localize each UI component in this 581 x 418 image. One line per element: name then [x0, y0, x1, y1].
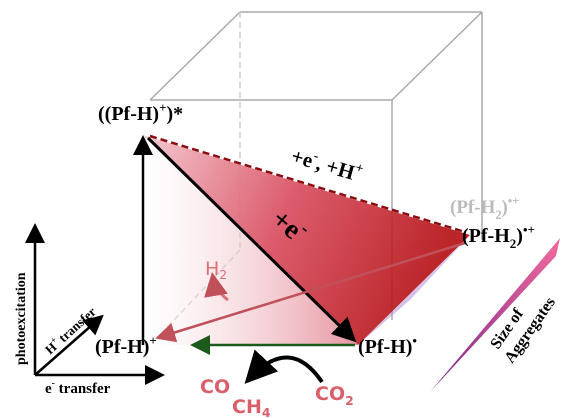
t: +: [48, 334, 58, 345]
t: •+: [508, 194, 519, 208]
h2-arrow: [204, 272, 229, 302]
t: e: [45, 381, 52, 397]
aggregate-wedge: [430, 238, 560, 392]
purple-shade: [358, 235, 470, 345]
t: -: [312, 148, 321, 164]
t: •+: [523, 222, 535, 237]
t: +: [149, 333, 156, 348]
t: 2: [510, 236, 517, 251]
axes: [25, 223, 165, 385]
t: ): [502, 197, 508, 218]
t: (Pf-H: [450, 197, 496, 218]
label-e-h: +e-, +H+: [289, 142, 366, 187]
t: )*: [167, 103, 184, 125]
node-hydride-gray: (Pf-H2)•+: [450, 194, 519, 222]
product-co: CO: [200, 376, 230, 398]
label-h2: H2: [205, 258, 227, 282]
node-cation: (Pf-H)+: [95, 333, 157, 358]
t: transfer: [55, 381, 111, 397]
co2-arrow: [244, 349, 324, 384]
t: ((Pf-H): [98, 103, 159, 125]
t: (Pf-H): [358, 336, 412, 358]
t: CH: [232, 396, 262, 418]
product-co2: CO2: [315, 383, 354, 408]
t: +: [354, 160, 366, 177]
t: H: [205, 258, 219, 280]
t: CO: [315, 383, 345, 405]
node-hydride: (Pf-H2)•+: [462, 222, 535, 251]
t: (Pf-H: [462, 225, 510, 247]
t: , +H: [313, 151, 357, 185]
t: +: [159, 100, 166, 115]
axis-diagonal: H+ transfer: [41, 302, 99, 357]
product-ch4: CH4: [232, 396, 271, 418]
axis-horizontal: e- transfer: [45, 378, 111, 397]
t: 2: [219, 268, 227, 282]
node-excited: ((Pf-H)+)*: [98, 100, 183, 125]
t: 4: [262, 406, 271, 418]
node-radical: (Pf-H)•: [358, 333, 417, 358]
red-arrow: [155, 241, 466, 343]
t: ): [516, 225, 523, 247]
t: -: [52, 378, 55, 389]
t: +e: [289, 144, 316, 173]
t: (Pf-H): [95, 336, 149, 358]
t: 2: [495, 208, 501, 222]
upper-plane: [143, 135, 470, 345]
electron-arrow: [146, 136, 357, 343]
t: •: [412, 333, 417, 348]
t: 2: [345, 394, 354, 408]
axis-vertical: photoexcitation: [14, 272, 29, 365]
